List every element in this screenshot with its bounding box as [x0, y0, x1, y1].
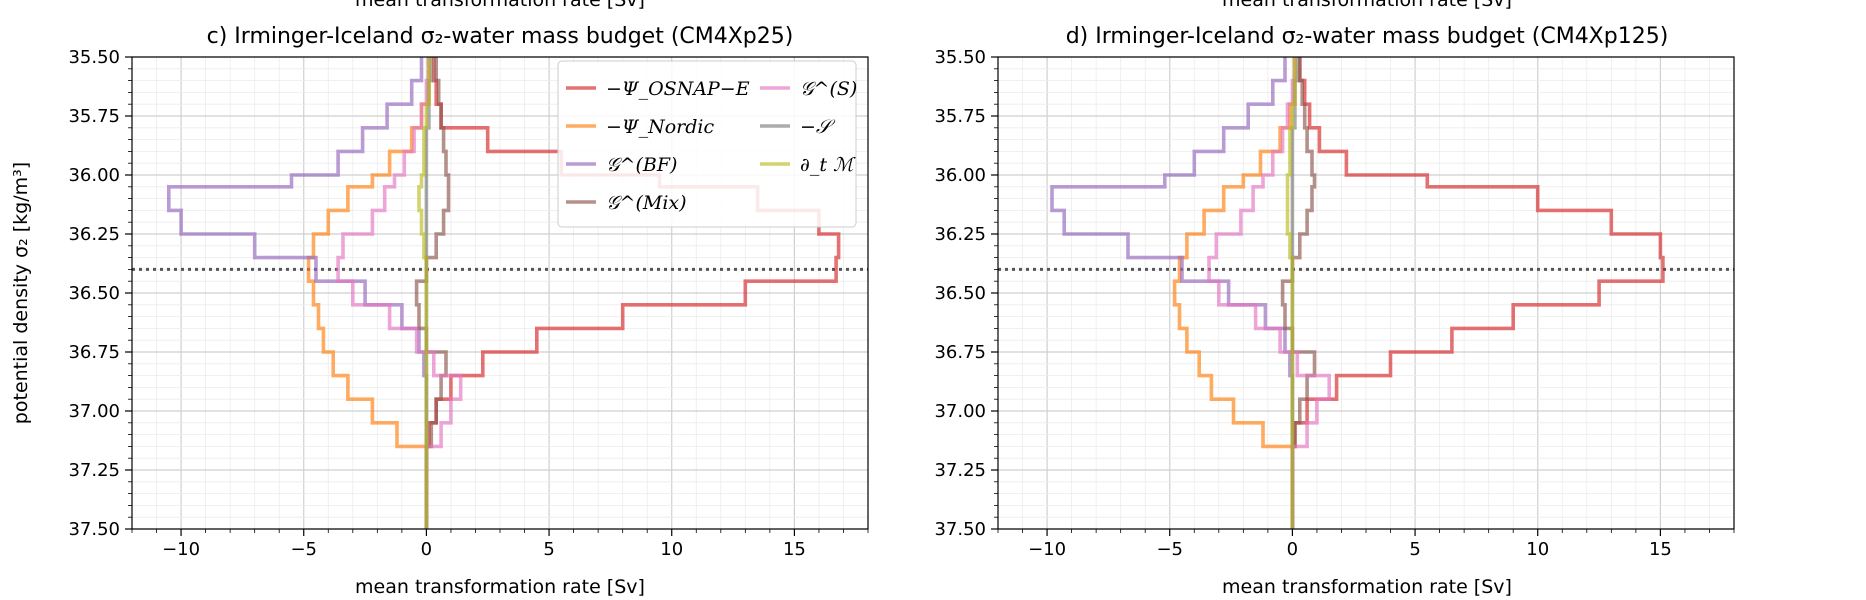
legend-label-5: −𝒮: [800, 116, 836, 138]
legend-label-4: 𝒢^(S): [800, 78, 857, 100]
y-tick-label: 35.50: [68, 47, 120, 68]
series-line-4: [1207, 57, 1331, 529]
top-cut-label-left: mean transformation rate [Sv]: [355, 0, 645, 11]
y-tick-label: 36.25: [934, 224, 986, 245]
x-tick-label: 15: [783, 539, 806, 560]
series-line-0: [424, 57, 841, 529]
x-tick-label: −5: [290, 539, 317, 560]
panel-c-xlabel: mean transformation rate [Sv]: [355, 576, 645, 598]
top-cut-label-right: mean transformation rate [Sv]: [1222, 0, 1512, 11]
y-tick-label: 35.75: [68, 106, 120, 127]
x-tick-label: 0: [1287, 539, 1298, 560]
panel-c-series: [167, 57, 841, 529]
y-tick-label: 35.50: [934, 47, 986, 68]
series-line-3: [1280, 57, 1317, 529]
legend-label-0: −Ψ_OSNAP−E: [606, 78, 750, 100]
series-line-2: [1050, 57, 1295, 529]
y-tick-label: 37.25: [68, 460, 120, 481]
x-tick-label: 10: [1526, 539, 1549, 560]
panel-d-grid: [997, 56, 1735, 530]
y-tick-label: 37.50: [68, 519, 120, 540]
x-tick-label: 0: [421, 539, 432, 560]
legend-label-1: −Ψ_Nordic: [606, 116, 714, 138]
y-tick-label: 36.25: [68, 224, 120, 245]
panel-c-ylabel: potential density σ₂ [kg/m³]: [10, 162, 32, 424]
series-line-4: [336, 57, 463, 529]
series-line-6: [1285, 57, 1297, 529]
series-line-2: [167, 57, 429, 529]
panel-d-ticks: −10 −5 0 5 10 15 35.50 35.75 36.00 36.25 36.50 36.7…: [934, 47, 1735, 560]
legend-label-6: ∂_t ℳ: [800, 154, 856, 176]
x-tick-label: 5: [1409, 539, 1420, 560]
y-tick-label: 37.25: [934, 460, 986, 481]
x-tick-label: −10: [162, 539, 200, 560]
y-tick-label: 35.75: [934, 106, 986, 127]
y-tick-label: 36.00: [68, 165, 120, 186]
y-tick-label: 37.00: [68, 401, 120, 422]
series-line-6: [417, 57, 431, 529]
legend: −Ψ_OSNAP−E −Ψ_Nordic 𝒢^(BF) 𝒢^(Mix) 𝒢^(S) −𝒮 ∂…: [557, 60, 857, 228]
panel-c-title: c) Irminger-Iceland σ₂-water mass budget…: [207, 24, 794, 49]
panel-c-ticks: −10 −5 0 5 10 15 35.50 35.75 36.00 36.25 36.50 36.7…: [68, 47, 869, 560]
x-tick-label: 15: [1649, 539, 1672, 560]
x-tick-label: 10: [660, 539, 683, 560]
y-tick-label: 36.00: [934, 165, 986, 186]
y-tick-label: 36.75: [68, 342, 120, 363]
x-tick-label: −10: [1028, 539, 1066, 560]
y-tick-label: 37.00: [934, 401, 986, 422]
y-tick-label: 36.50: [934, 283, 986, 304]
panel-d-title: d) Irminger-Iceland σ₂-water mass budget…: [1066, 24, 1669, 49]
x-tick-label: −5: [1156, 539, 1183, 560]
panel-d-series: [1050, 57, 1665, 529]
y-tick-label: 36.75: [934, 342, 986, 363]
panel-d-xlabel: mean transformation rate [Sv]: [1222, 576, 1512, 598]
legend-label-3: 𝒢^(Mix): [606, 192, 687, 214]
y-tick-label: 36.50: [68, 283, 120, 304]
legend-box: [557, 60, 857, 228]
panel-d: d) Irminger-Iceland σ₂-water mass budget…: [934, 24, 1735, 598]
x-tick-label: 5: [543, 539, 554, 560]
y-tick-label: 37.50: [934, 519, 986, 540]
legend-label-2: 𝒢^(BF): [606, 154, 677, 176]
series-line-0: [1290, 57, 1665, 529]
